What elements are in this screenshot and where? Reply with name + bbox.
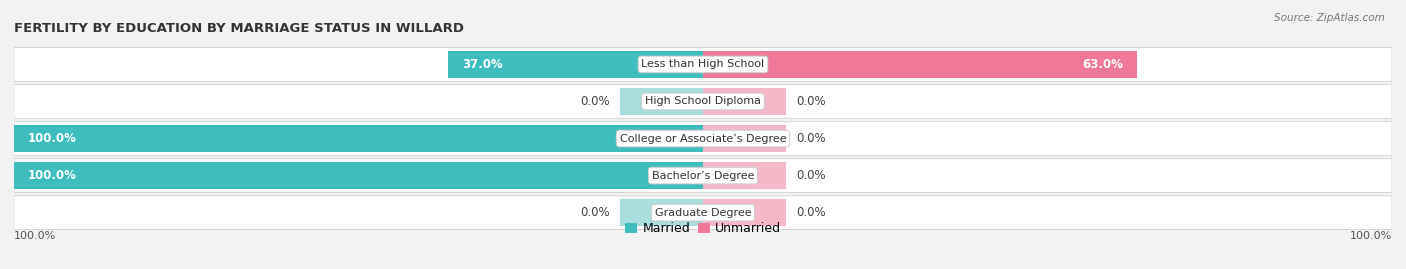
Text: Source: ZipAtlas.com: Source: ZipAtlas.com	[1274, 13, 1385, 23]
Text: 0.0%: 0.0%	[796, 206, 825, 219]
Bar	[703, 125, 786, 152]
Text: 37.0%: 37.0%	[461, 58, 502, 71]
Text: 100.0%: 100.0%	[14, 231, 56, 241]
FancyBboxPatch shape	[14, 85, 1392, 118]
Text: 0.0%: 0.0%	[581, 206, 610, 219]
Legend: Married, Unmarried: Married, Unmarried	[620, 217, 786, 240]
Bar	[14, 162, 703, 189]
Bar	[14, 125, 703, 152]
FancyBboxPatch shape	[14, 159, 1392, 192]
Text: FERTILITY BY EDUCATION BY MARRIAGE STATUS IN WILLARD: FERTILITY BY EDUCATION BY MARRIAGE STATU…	[14, 22, 464, 35]
Bar	[449, 51, 703, 78]
Bar	[620, 199, 703, 226]
Text: High School Diploma: High School Diploma	[645, 97, 761, 107]
Text: 100.0%: 100.0%	[1350, 231, 1392, 241]
Text: 0.0%: 0.0%	[581, 95, 610, 108]
Text: 63.0%: 63.0%	[1083, 58, 1123, 71]
Text: 0.0%: 0.0%	[796, 169, 825, 182]
Bar	[703, 162, 786, 189]
Bar	[703, 51, 1137, 78]
Text: 100.0%: 100.0%	[28, 132, 77, 145]
Text: 100.0%: 100.0%	[28, 169, 77, 182]
Text: Less than High School: Less than High School	[641, 59, 765, 69]
Text: College or Associate’s Degree: College or Associate’s Degree	[620, 133, 786, 144]
Text: Bachelor’s Degree: Bachelor’s Degree	[652, 171, 754, 180]
Text: 0.0%: 0.0%	[796, 132, 825, 145]
FancyBboxPatch shape	[14, 48, 1392, 81]
Bar	[620, 88, 703, 115]
FancyBboxPatch shape	[14, 196, 1392, 229]
Text: 0.0%: 0.0%	[796, 95, 825, 108]
FancyBboxPatch shape	[14, 122, 1392, 155]
Bar	[703, 199, 786, 226]
Bar	[703, 88, 786, 115]
Text: Graduate Degree: Graduate Degree	[655, 208, 751, 218]
